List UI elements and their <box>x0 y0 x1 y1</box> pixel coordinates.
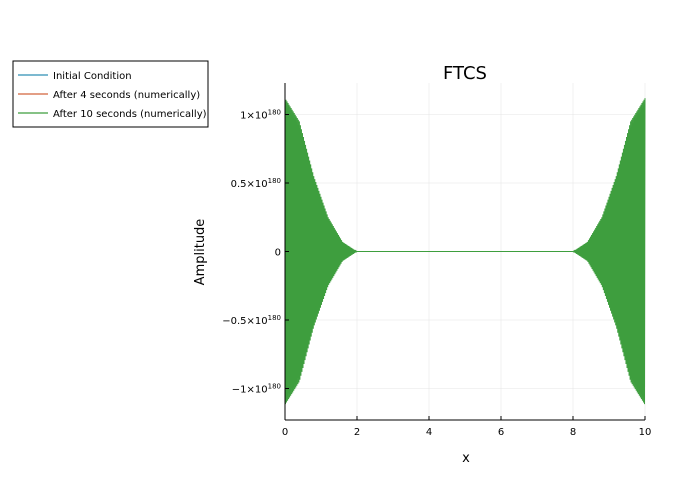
x-tick-label: 6 <box>498 427 504 438</box>
y-axis-label: Amplitude <box>193 219 208 286</box>
legend: Initial Condition After 4 seconds (numer… <box>12 60 209 128</box>
x-tick-label: 4 <box>426 427 432 438</box>
y-tick-label: 1×10180 <box>240 109 281 122</box>
x-tick-label: 10 <box>639 427 652 438</box>
y-tick-label: 0 <box>275 248 281 259</box>
series-layer <box>284 98 646 405</box>
y-tick-label: 0.5×10180 <box>231 177 281 190</box>
y-tick-label: −1×10180 <box>232 382 281 395</box>
legend-label-initial-condition: Initial Condition <box>53 71 132 82</box>
y-tick-label: −0.5×10180 <box>222 314 281 327</box>
chart-title: FTCS <box>443 63 487 84</box>
y-ticks: 1×10180 0.5×10180 0 −0.5×10180 −1×10180 <box>222 109 289 395</box>
x-axis-label: x <box>462 451 470 466</box>
x-tick-label: 0 <box>282 427 288 438</box>
series-line-2 <box>284 98 646 405</box>
x-tick-label: 8 <box>570 427 576 438</box>
x-ticks: 0 2 4 6 8 10 <box>282 416 652 438</box>
x-tick-label: 2 <box>354 427 360 438</box>
legend-label-after-10-seconds: After 10 seconds (numerically) <box>53 109 207 120</box>
legend-label-after-4-seconds: After 4 seconds (numerically) <box>53 90 200 101</box>
